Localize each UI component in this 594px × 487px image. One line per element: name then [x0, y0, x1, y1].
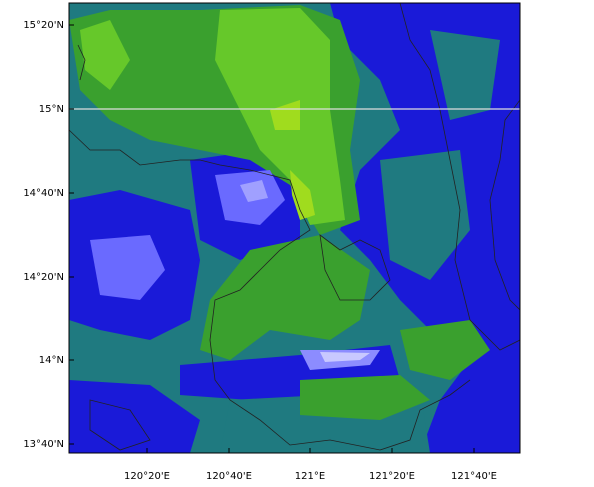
lon-label: 121°20'E	[369, 471, 415, 482]
tick-marks	[69, 24, 475, 453]
lon-label: 120°40'E	[206, 471, 252, 482]
lon-label: 121°40'E	[451, 471, 497, 482]
lat-label: 15°N	[39, 104, 64, 115]
lon-label: 120°20'E	[124, 471, 170, 482]
lat-label: 14°40'N	[23, 188, 64, 199]
contour-field	[69, 3, 520, 453]
map-frame	[68, 2, 521, 454]
coastline	[69, 3, 520, 451]
lat-label: 14°20'N	[23, 272, 64, 283]
lon-label: 121°E	[295, 471, 325, 482]
lat-label: 14°N	[39, 355, 64, 366]
lat-label: 15°20'N	[23, 20, 64, 31]
lat-label: 13°40'N	[23, 439, 64, 450]
